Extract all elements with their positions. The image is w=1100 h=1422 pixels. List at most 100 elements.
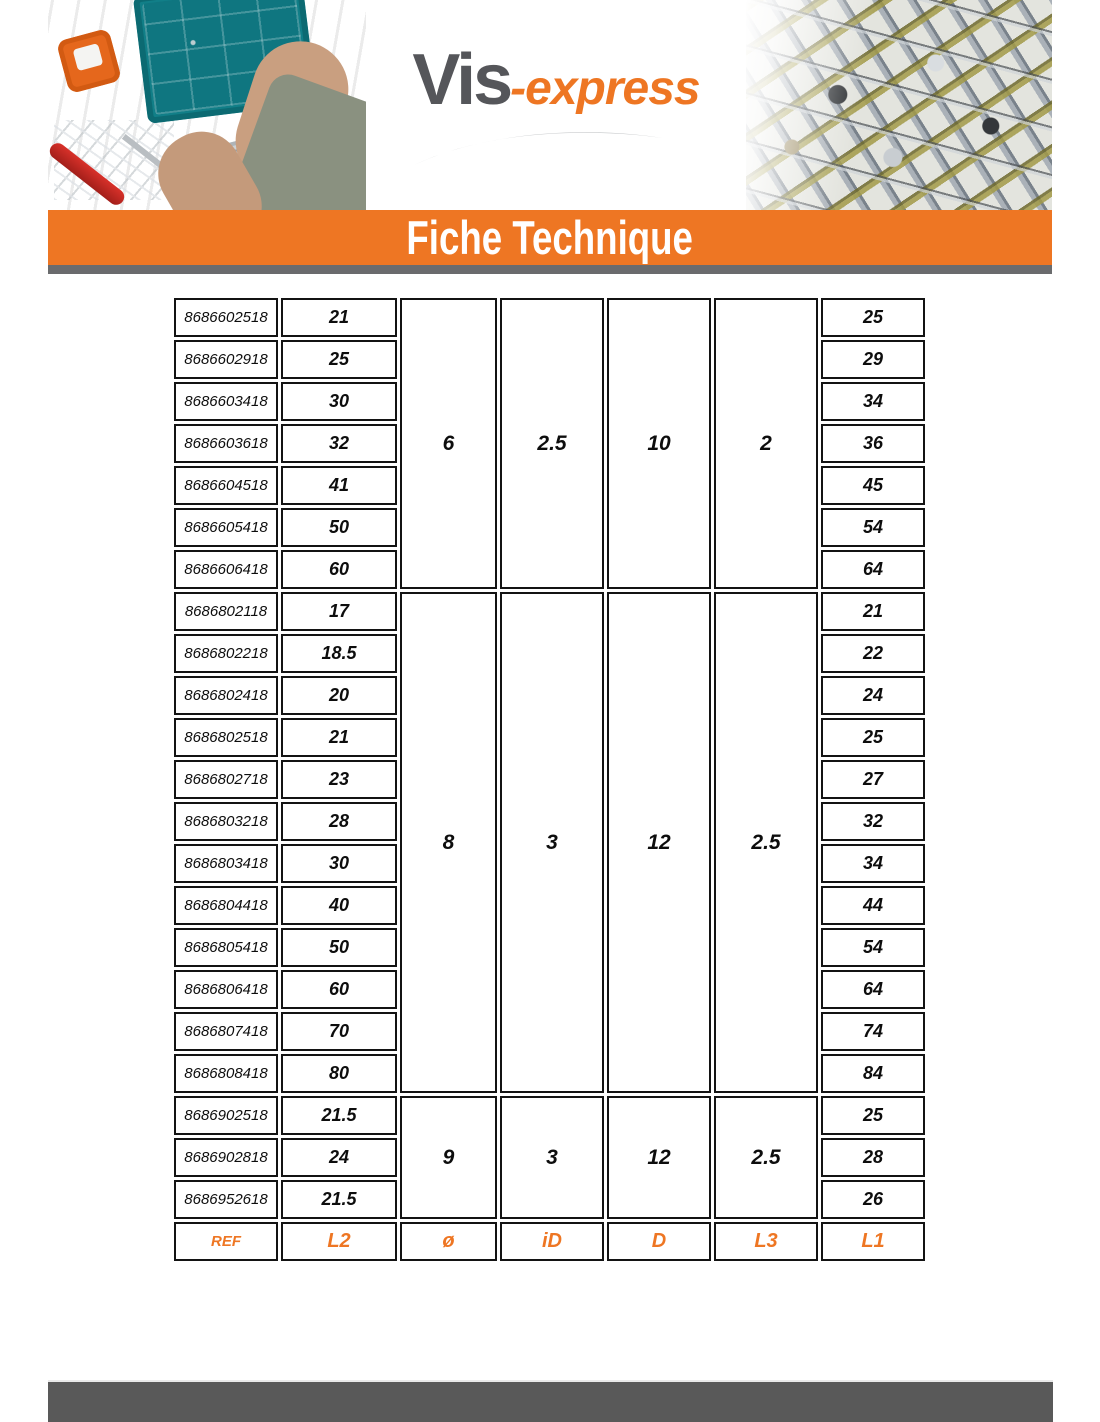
table-row: 8686603618 32 36 bbox=[174, 424, 925, 463]
ref-cell: 8686606418 bbox=[174, 550, 278, 589]
l1-cell: 26 bbox=[821, 1180, 925, 1219]
l3-merged-cell: 2 bbox=[714, 298, 818, 589]
l2-cell: 50 bbox=[281, 928, 397, 967]
l1-cell: 21 bbox=[821, 592, 925, 631]
l2-cell: 60 bbox=[281, 970, 397, 1009]
table-row: 8686808418 80 84 bbox=[174, 1054, 925, 1093]
ref-cell: 8686602918 bbox=[174, 340, 278, 379]
l1-cell: 25 bbox=[821, 718, 925, 757]
l1-cell: 64 bbox=[821, 970, 925, 1009]
table-row: 8686802718 23 27 bbox=[174, 760, 925, 799]
table-row: 8686802418 20 24 bbox=[174, 676, 925, 715]
l2-cell: 21 bbox=[281, 298, 397, 337]
ref-cell: 8686802518 bbox=[174, 718, 278, 757]
l2-cell: 30 bbox=[281, 382, 397, 421]
l1-cell: 54 bbox=[821, 928, 925, 967]
ref-cell: 8686808418 bbox=[174, 1054, 278, 1093]
d-merged-cell: 12 bbox=[607, 1096, 711, 1219]
inner-diameter-merged-cell: 3 bbox=[500, 1096, 604, 1219]
ref-cell: 8686802718 bbox=[174, 760, 278, 799]
table-row: 8686952618 21.5 26 bbox=[174, 1180, 925, 1219]
l1-cell: 84 bbox=[821, 1054, 925, 1093]
ref-cell: 8686804418 bbox=[174, 886, 278, 925]
diameter-merged-cell: 6 bbox=[400, 298, 497, 589]
page-title: Fiche Technique bbox=[406, 211, 694, 264]
table-row: 8686802518 21 25 bbox=[174, 718, 925, 757]
ref-cell: 8686952618 bbox=[174, 1180, 278, 1219]
l1-cell: 36 bbox=[821, 424, 925, 463]
l1-cell: 34 bbox=[821, 382, 925, 421]
column-label-ref: REF bbox=[174, 1222, 278, 1261]
table-row: 8686803218 28 32 bbox=[174, 802, 925, 841]
table-row: 8686807418 70 74 bbox=[174, 1012, 925, 1051]
table-row: 8686804418 40 44 bbox=[174, 886, 925, 925]
l2-cell: 20 bbox=[281, 676, 397, 715]
l2-cell: 21 bbox=[281, 718, 397, 757]
title-banner: Fiche Technique bbox=[48, 210, 1052, 265]
banner-shadow-bar bbox=[48, 265, 1052, 274]
l2-cell: 28 bbox=[281, 802, 397, 841]
photo-fade bbox=[746, 0, 1052, 210]
ref-cell: 8686603418 bbox=[174, 382, 278, 421]
spec-table: 8686602518 21 6 2.5 10 2 25 8686602918 25 29 86866… bbox=[171, 295, 928, 1264]
l2-cell: 40 bbox=[281, 886, 397, 925]
table-row: 8686806418 60 64 bbox=[174, 970, 925, 1009]
l2-cell: 17 bbox=[281, 592, 397, 631]
table-row: 8686802218 18.5 22 bbox=[174, 634, 925, 673]
vis-express-logo: Vis -express bbox=[412, 40, 701, 170]
ref-cell: 8686806418 bbox=[174, 970, 278, 1009]
l2-cell: 41 bbox=[281, 466, 397, 505]
l1-cell: 25 bbox=[821, 298, 925, 337]
spec-table-wrap: 8686602518 21 6 2.5 10 2 25 8686602918 25 29 86866… bbox=[171, 295, 928, 1264]
logo-express-text: -express bbox=[510, 62, 700, 115]
l1-cell: 45 bbox=[821, 466, 925, 505]
l3-merged-cell: 2.5 bbox=[714, 1096, 818, 1219]
workbench-photo bbox=[48, 0, 366, 210]
table-row: 8686602918 25 29 bbox=[174, 340, 925, 379]
table-row: 8686605418 50 54 bbox=[174, 508, 925, 547]
column-label-l3: L3 bbox=[714, 1222, 818, 1261]
ref-cell: 8686604518 bbox=[174, 466, 278, 505]
ref-cell: 8686802118 bbox=[174, 592, 278, 631]
column-label-dia: ø bbox=[400, 1222, 497, 1261]
table-row: 8686802118 17 8 3 12 2.5 21 bbox=[174, 592, 925, 1093]
d-merged-cell: 12 bbox=[607, 592, 711, 1093]
inner-diameter-merged-cell: 3 bbox=[500, 592, 604, 1093]
ref-cell: 8686802418 bbox=[174, 676, 278, 715]
logo-vis-text: Vis bbox=[412, 40, 513, 120]
ref-cell: 8686605418 bbox=[174, 508, 278, 547]
header: Vis -express bbox=[48, 0, 1052, 210]
screws-photo bbox=[746, 0, 1052, 210]
l2-cell: 50 bbox=[281, 508, 397, 547]
inner-diameter-merged-cell: 2.5 bbox=[500, 298, 604, 589]
table-row: 8686604518 41 45 bbox=[174, 466, 925, 505]
l1-cell: 24 bbox=[821, 676, 925, 715]
column-label-l2: L2 bbox=[281, 1222, 397, 1261]
l2-cell: 21.5 bbox=[281, 1180, 397, 1219]
table-row: 8686602518 21 6 2.5 10 2 25 bbox=[174, 298, 925, 589]
l1-cell: 74 bbox=[821, 1012, 925, 1051]
column-label-id: iD bbox=[500, 1222, 604, 1261]
table-row: 8686805418 50 54 bbox=[174, 928, 925, 967]
l1-cell: 34 bbox=[821, 844, 925, 883]
table-row: 8686603418 30 34 bbox=[174, 382, 925, 421]
l1-cell: 29 bbox=[821, 340, 925, 379]
l1-cell: 22 bbox=[821, 634, 925, 673]
table-row: 8686803418 30 34 bbox=[174, 844, 925, 883]
l2-cell: 23 bbox=[281, 760, 397, 799]
column-label-l1: L1 bbox=[821, 1222, 925, 1261]
l2-cell: 21.5 bbox=[281, 1096, 397, 1135]
l1-cell: 44 bbox=[821, 886, 925, 925]
ref-cell: 8686805418 bbox=[174, 928, 278, 967]
ref-cell: 8686802218 bbox=[174, 634, 278, 673]
l2-cell: 32 bbox=[281, 424, 397, 463]
l1-cell: 28 bbox=[821, 1138, 925, 1177]
ref-cell: 8686807418 bbox=[174, 1012, 278, 1051]
l1-cell: 32 bbox=[821, 802, 925, 841]
ref-cell: 8686803218 bbox=[174, 802, 278, 841]
column-label-row: REF L2 ø iD D L3 L1 bbox=[174, 1222, 925, 1261]
table-row: 8686606418 60 64 bbox=[174, 550, 925, 589]
ref-cell: 8686803418 bbox=[174, 844, 278, 883]
l1-cell: 27 bbox=[821, 760, 925, 799]
l2-cell: 30 bbox=[281, 844, 397, 883]
